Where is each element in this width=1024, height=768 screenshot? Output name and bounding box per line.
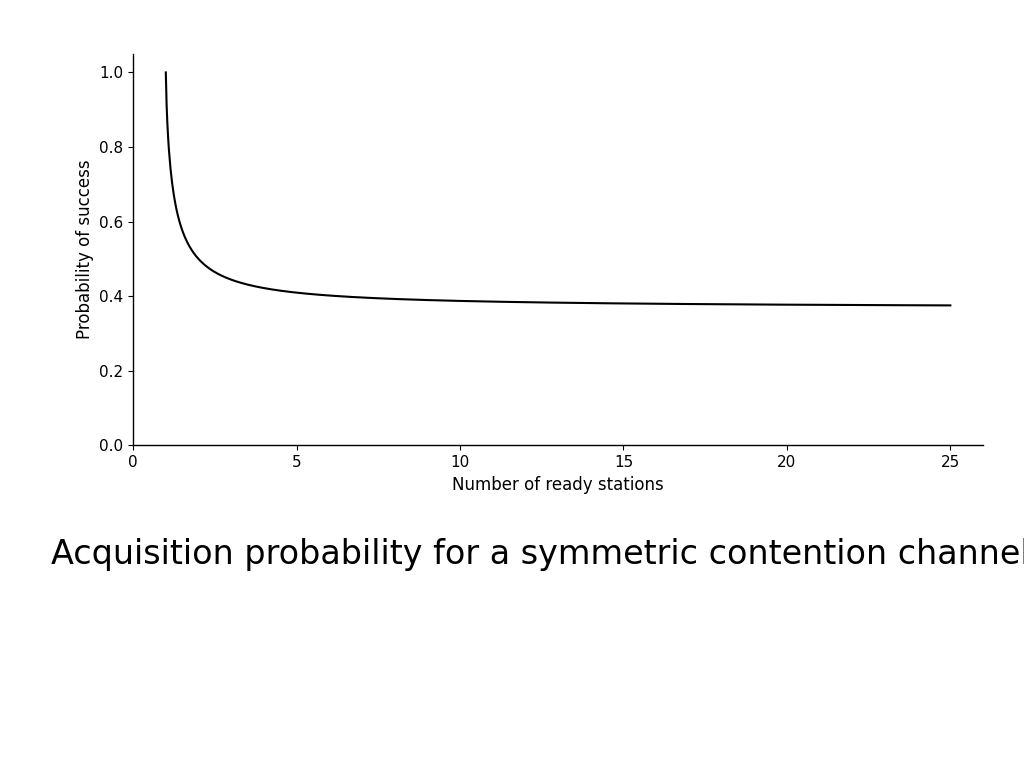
- Text: Acquisition probability for a symmetric contention channel.: Acquisition probability for a symmetric …: [51, 538, 1024, 571]
- X-axis label: Number of ready stations: Number of ready stations: [453, 475, 664, 494]
- Y-axis label: Probability of success: Probability of success: [76, 160, 93, 339]
